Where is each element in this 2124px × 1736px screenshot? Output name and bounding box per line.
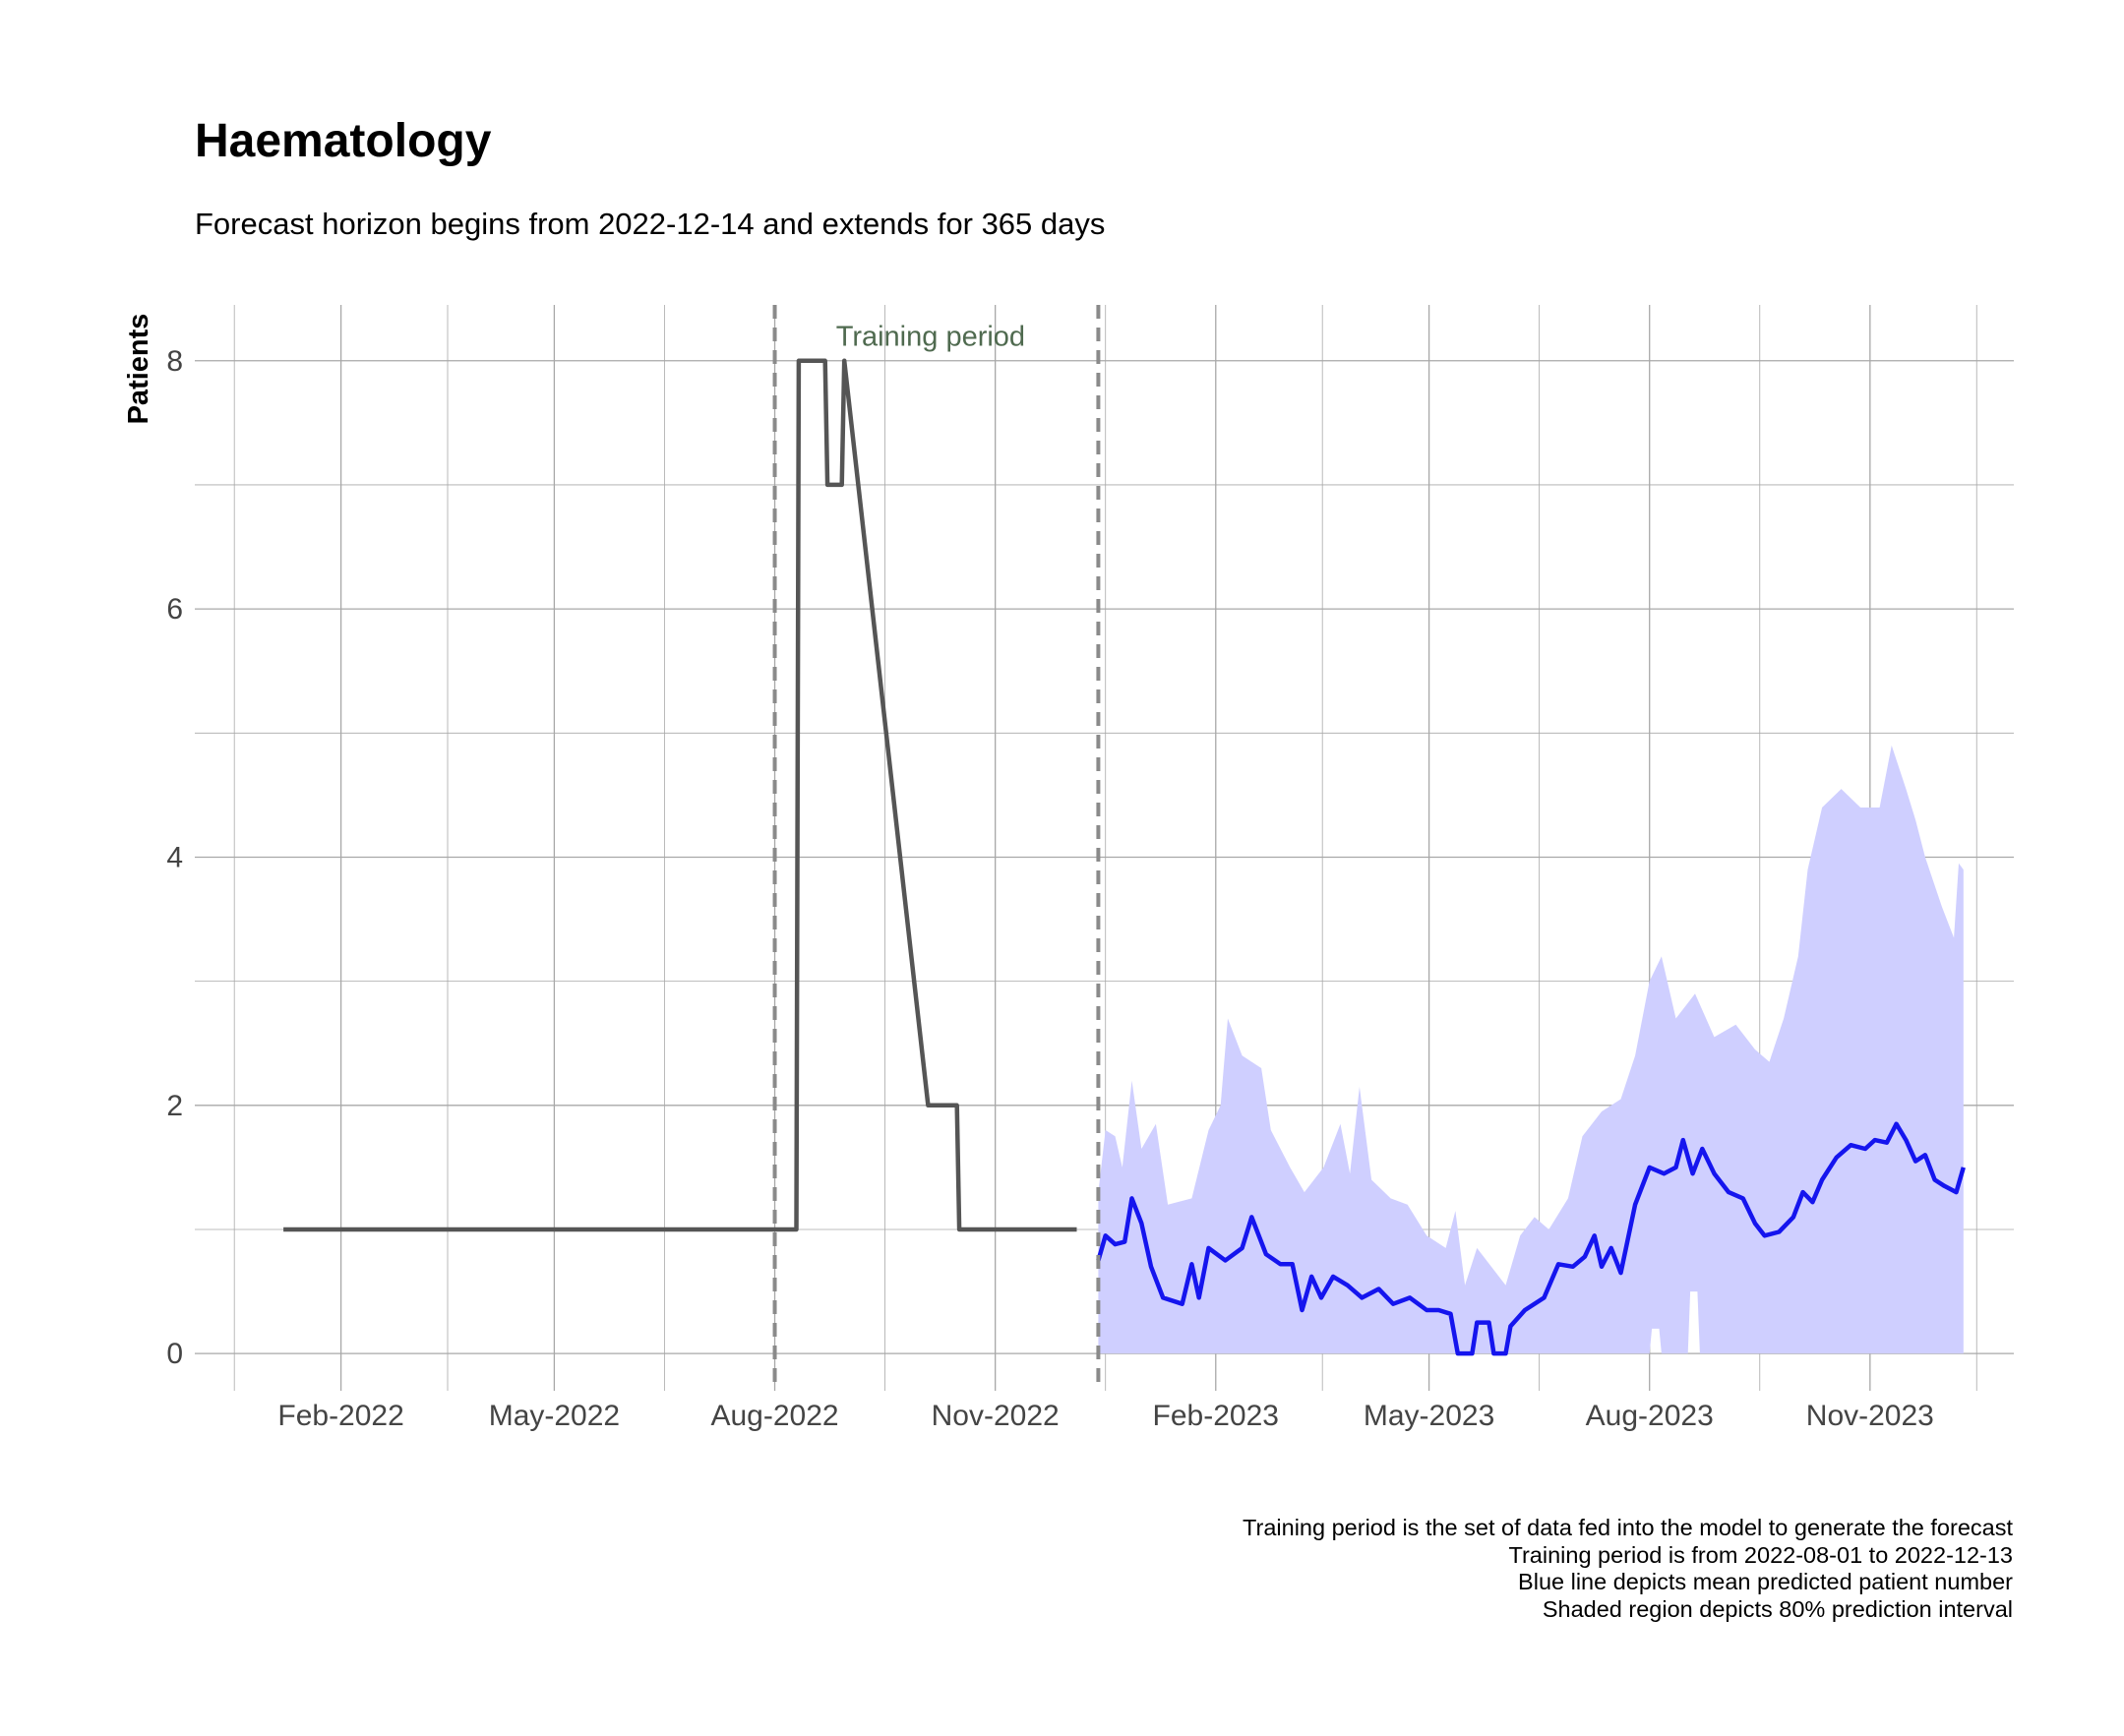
x-tick-label: Aug-2023 xyxy=(1586,1400,1714,1432)
caption-line: Training period is the set of data fed i… xyxy=(1243,1515,2013,1540)
forecast-mean-line xyxy=(1096,1121,1966,1356)
x-tick-label: Feb-2023 xyxy=(1153,1400,1279,1432)
training-period-annotation: Training period xyxy=(836,322,1025,353)
training-period-markers xyxy=(772,305,1101,1391)
x-tick-label: Aug-2022 xyxy=(710,1400,838,1432)
y-tick-label: 4 xyxy=(166,841,183,873)
prediction-interval xyxy=(1098,745,1964,1354)
caption-line: Training period is from 2022-08-01 to 20… xyxy=(1508,1541,2013,1568)
y-tick-label: 2 xyxy=(166,1090,183,1122)
history-line xyxy=(283,358,1077,1232)
x-tick-label: Nov-2023 xyxy=(1806,1400,1934,1432)
x-tick-label: May-2022 xyxy=(489,1400,620,1432)
x-tick-label: Feb-2022 xyxy=(277,1400,403,1432)
chart-subtitle: Forecast horizon begins from 2022-12-14 … xyxy=(195,207,1106,241)
y-axis: 0 2 4 6 8 xyxy=(166,345,183,1370)
y-tick-label: 6 xyxy=(166,593,183,626)
caption-line: Blue line depicts mean predicted patient… xyxy=(1518,1569,2013,1594)
caption-line: Shaded region depicts 80% prediction int… xyxy=(1542,1595,2013,1622)
y-tick-label: 0 xyxy=(166,1338,183,1370)
y-tick-label: 8 xyxy=(166,345,183,378)
x-tick-label: Nov-2022 xyxy=(932,1400,1060,1432)
x-axis: Feb-2022 May-2022 Aug-2022 Nov-2022 Feb-2023… xyxy=(277,1400,1933,1432)
chart-caption: Training period is the set of data fed i… xyxy=(1243,1515,2013,1623)
chart-title: Haematology xyxy=(195,115,492,167)
y-axis-label: Patients xyxy=(123,314,154,425)
x-tick-label: May-2023 xyxy=(1364,1400,1494,1432)
